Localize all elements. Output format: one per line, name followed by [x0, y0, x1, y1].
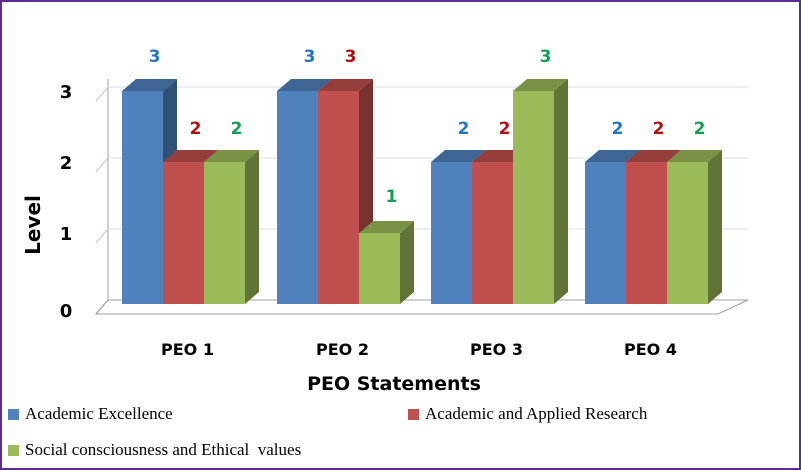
gridline-diagonal — [95, 157, 109, 173]
bar-side — [554, 79, 568, 304]
bar — [513, 79, 568, 304]
y-tick-label: 0 — [60, 301, 73, 322]
bar-top — [431, 150, 486, 162]
data-label: 3 — [345, 47, 357, 67]
data-label: 2 — [499, 119, 511, 139]
bar-top — [318, 79, 373, 91]
data-label: 3 — [149, 47, 161, 67]
legend-swatch — [408, 408, 419, 420]
bar-top — [163, 150, 218, 162]
bar-front — [667, 162, 708, 304]
legend-item-academic-excellence: Academic Excellence — [8, 404, 173, 424]
bar-front — [277, 91, 318, 304]
y-axis-title: Level — [21, 195, 45, 255]
bar-front — [513, 91, 554, 304]
bar-top — [513, 79, 568, 91]
x-tick-label: PEO 2 — [316, 340, 369, 359]
data-label: 2 — [458, 119, 470, 139]
bar-side — [400, 221, 414, 304]
bar-top — [667, 150, 722, 162]
bar-front — [359, 233, 400, 304]
bar-front — [163, 162, 204, 304]
y-tick-label: 3 — [60, 82, 73, 103]
bar — [667, 150, 722, 304]
data-label: 3 — [540, 47, 552, 67]
data-label: 2 — [653, 119, 665, 139]
legend-item-academic-applied-research: Academic and Applied Research — [408, 404, 647, 424]
y-tick-label: 1 — [60, 224, 73, 245]
bar-side — [708, 150, 722, 304]
bar-front — [585, 162, 626, 304]
data-label: 1 — [386, 187, 398, 207]
data-label: 2 — [190, 119, 202, 139]
bar-front — [472, 162, 513, 304]
y-tick-label: 2 — [60, 153, 73, 174]
legend-label: Academic Excellence — [25, 404, 173, 423]
x-axis-title: PEO Statements — [307, 373, 481, 395]
bar-top — [122, 79, 177, 91]
bars-layer — [122, 79, 722, 304]
data-label: 2 — [694, 119, 706, 139]
x-tick-label: PEO 4 — [624, 340, 677, 359]
data-label: 3 — [304, 47, 316, 67]
bar-front — [318, 91, 359, 304]
ticks-layer: 0 1 2 3 PEO 1 PEO 2 PEO 3 PEO 4 — [60, 82, 677, 359]
bar-front — [431, 162, 472, 304]
legend-swatch — [8, 444, 19, 456]
data-label: 2 — [231, 119, 243, 139]
labels-layer: 3 3 2 2 2 3 2 2 2 1 3 2 — [149, 47, 706, 207]
gridline-diagonal — [95, 86, 109, 102]
bar-chart: 3 3 2 2 2 3 2 2 2 1 3 2 0 1 2 3 PEO 1 PEO 2 PEO 3 PEO 4 Le… — [21, 47, 749, 395]
x-tick-label: PEO 3 — [470, 340, 523, 359]
x-tick-label: PEO 1 — [161, 340, 214, 359]
bar-top — [626, 150, 681, 162]
legend-label: Social consciousness and Ethical values — [25, 440, 302, 459]
bar-top — [204, 150, 259, 162]
legend-label: Academic and Applied Research — [425, 404, 648, 423]
bar-front — [122, 91, 163, 304]
bar-side — [245, 150, 259, 304]
data-label: 2 — [612, 119, 624, 139]
bar-front — [204, 162, 245, 304]
gridline-diagonal — [95, 228, 109, 244]
bar-top — [277, 79, 332, 91]
bar — [204, 150, 259, 304]
bar-top — [585, 150, 640, 162]
bar — [359, 221, 414, 304]
bar-top — [359, 221, 414, 233]
y-axis-wall-edge — [95, 299, 109, 315]
legend-swatch — [8, 408, 19, 420]
bar-front — [626, 162, 667, 304]
legend-item-social-consciousness: Social consciousness and Ethical values — [8, 440, 301, 460]
legend: Academic Excellence Academic and Applied… — [8, 400, 788, 466]
